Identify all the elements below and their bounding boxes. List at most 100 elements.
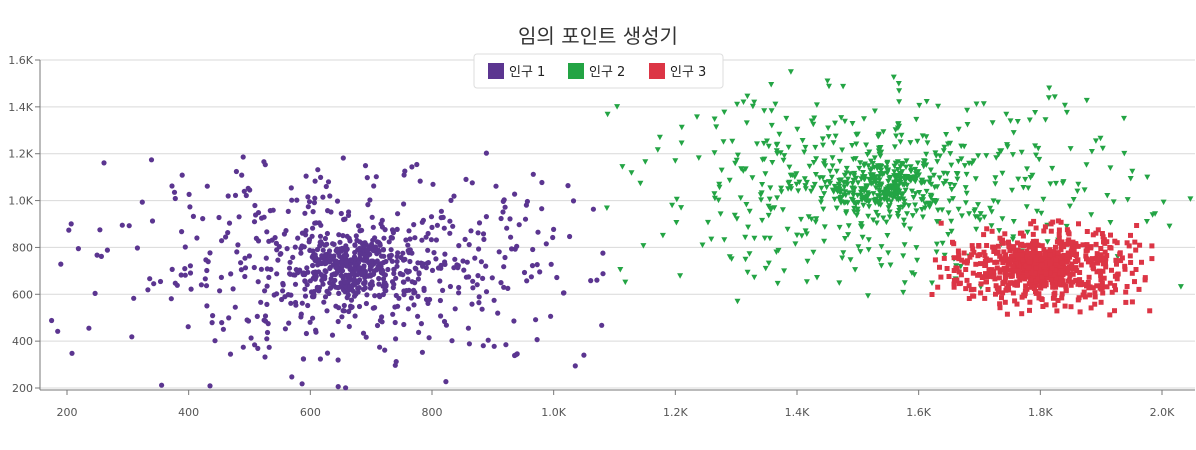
data-point	[441, 318, 448, 325]
data-point	[859, 234, 866, 241]
data-point	[836, 177, 843, 184]
data-point	[287, 271, 293, 277]
data-point	[381, 235, 387, 241]
data-point	[954, 171, 961, 177]
data-point	[1028, 221, 1034, 227]
data-point	[1046, 85, 1053, 91]
data-point	[1128, 260, 1134, 265]
data-point	[401, 321, 407, 328]
data-point	[480, 343, 486, 349]
data-point	[1098, 252, 1104, 258]
data-point	[619, 164, 626, 170]
data-point	[364, 175, 370, 181]
data-point	[808, 216, 815, 223]
data-point	[600, 271, 606, 277]
data-point	[1023, 204, 1030, 210]
data-point	[978, 290, 984, 296]
data-point	[1095, 227, 1101, 233]
data-point	[417, 178, 423, 184]
data-point	[1078, 262, 1084, 268]
data-point	[970, 158, 977, 164]
data-point	[1088, 149, 1095, 155]
data-point	[322, 242, 328, 248]
data-point	[426, 335, 432, 341]
data-point	[764, 138, 770, 144]
data-point	[387, 255, 393, 261]
data-point	[368, 258, 374, 264]
data-point	[505, 285, 511, 291]
data-point	[780, 157, 787, 164]
legend[interactable]: 인구 1 인구 2 인구 3	[473, 53, 724, 89]
data-point	[466, 274, 472, 280]
data-point	[275, 257, 281, 263]
data-point	[322, 268, 328, 274]
data-point	[1097, 135, 1104, 142]
data-point	[322, 276, 328, 282]
data-point	[1122, 263, 1128, 269]
data-point	[149, 218, 156, 224]
data-point	[412, 289, 418, 295]
data-point	[902, 187, 909, 194]
data-point	[994, 250, 999, 256]
data-point	[480, 231, 487, 237]
data-point	[489, 275, 495, 281]
data-point	[853, 175, 860, 182]
data-point	[440, 214, 446, 220]
data-point	[357, 251, 363, 257]
data-point	[861, 116, 867, 122]
data-point	[1056, 235, 1062, 241]
data-point	[966, 296, 972, 301]
data-point	[1057, 270, 1063, 276]
data-point	[989, 120, 996, 126]
data-point	[1080, 292, 1086, 298]
data-point	[539, 179, 545, 186]
data-point	[759, 217, 766, 224]
data-point	[990, 198, 997, 204]
data-point	[997, 305, 1003, 311]
data-point	[390, 311, 396, 317]
data-point	[1084, 242, 1090, 248]
data-point	[973, 226, 980, 233]
data-point	[844, 176, 851, 183]
data-point	[460, 258, 466, 264]
data-point	[1060, 270, 1066, 276]
data-point	[322, 294, 329, 300]
data-point	[1061, 252, 1067, 258]
data-point	[174, 282, 180, 288]
data-point	[767, 185, 774, 191]
data-point	[914, 257, 921, 264]
data-point	[979, 275, 985, 280]
data-point	[976, 217, 983, 223]
legend-item[interactable]: 인구 3	[649, 63, 706, 80]
data-point	[600, 250, 606, 256]
data-point	[1136, 286, 1142, 292]
data-point	[341, 302, 347, 309]
data-point	[1081, 289, 1087, 295]
data-point	[866, 204, 873, 210]
data-point	[849, 181, 856, 187]
data-point	[94, 252, 100, 258]
data-point	[266, 274, 272, 280]
data-point	[411, 222, 417, 228]
data-point	[429, 267, 436, 273]
x-tick-label: 200	[57, 406, 78, 419]
data-point	[991, 273, 997, 279]
legend-item[interactable]: 인구 1	[488, 63, 545, 80]
legend-swatch	[488, 63, 504, 79]
legend-item[interactable]: 인구 2	[568, 63, 625, 80]
data-point	[476, 300, 482, 306]
data-point	[390, 230, 396, 236]
data-point	[992, 175, 999, 181]
data-point	[393, 275, 399, 281]
data-point	[933, 241, 940, 248]
data-point	[419, 219, 425, 225]
data-point	[1114, 240, 1120, 246]
data-point	[1009, 187, 1015, 194]
data-point	[926, 179, 933, 185]
data-point	[901, 242, 908, 248]
data-point	[194, 235, 200, 241]
data-point	[794, 232, 800, 239]
data-point	[1088, 212, 1095, 218]
data-point	[929, 280, 935, 286]
data-point	[1133, 267, 1139, 272]
